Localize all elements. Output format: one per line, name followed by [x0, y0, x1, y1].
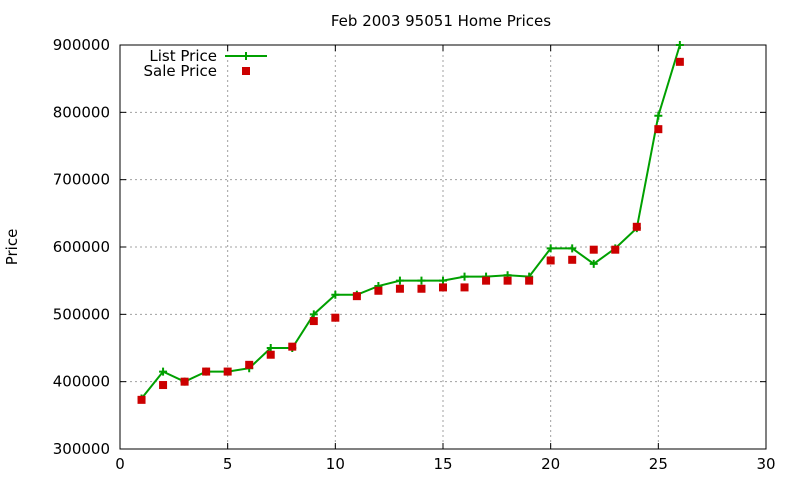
list-price-line: [140, 44, 681, 400]
list-price-point: [460, 272, 469, 281]
y-axis-label: Price: [3, 229, 21, 266]
sale-price-point: [654, 125, 663, 134]
sale-price-point: [589, 245, 598, 254]
sale-price-point: [503, 276, 512, 285]
y-tick-label: 900000: [53, 36, 110, 54]
sale-price-point: [202, 367, 211, 376]
y-tick-label: 300000: [53, 440, 110, 458]
legend-swatch-sale-price: [242, 67, 250, 75]
sale-price-point: [482, 276, 491, 285]
sale-price-point: [374, 286, 383, 295]
list-price-point: [546, 244, 555, 253]
sale-price-point: [137, 395, 146, 404]
list-price-point: [266, 344, 275, 352]
x-tick-label: 10: [326, 455, 345, 473]
chart-title: Feb 2003 95051 Home Prices: [331, 12, 551, 30]
list-price-point: [675, 41, 684, 49]
x-tick-label: 15: [433, 455, 452, 473]
sale-price-point: [417, 284, 426, 293]
list-price-point: [331, 290, 340, 299]
sale-price-point: [331, 313, 340, 322]
x-tick-label: 5: [223, 455, 233, 473]
list-price-point: [417, 276, 426, 285]
sale-price-point: [288, 342, 297, 351]
sale-price-point: [159, 381, 168, 390]
sale-price-point: [395, 284, 404, 293]
list-price-point: [395, 276, 404, 285]
list-price-point: [309, 310, 318, 319]
y-tick-label: 700000: [53, 171, 110, 189]
sale-price-point: [546, 256, 555, 265]
x-tick-label: 25: [649, 455, 668, 473]
sale-price-point: [525, 276, 534, 285]
x-tick-label: 0: [115, 455, 125, 473]
list-price-point: [589, 259, 598, 268]
sale-price-point: [245, 360, 254, 369]
tick-layer: 0 5 10 15 20 25 30 300000 400000 500000 600000 7000…: [53, 36, 776, 473]
y-tick-label: 500000: [53, 305, 110, 323]
sale-price-point: [675, 57, 684, 66]
y-tick-label: 400000: [53, 373, 110, 391]
sale-price-point: [439, 283, 447, 292]
grid-layer: [120, 45, 766, 449]
x-tick-label: 30: [756, 455, 775, 473]
legend-marker-list-price: [242, 52, 250, 60]
sale-price-point: [632, 222, 641, 231]
legend-label-sale-price: Sale Price: [144, 62, 217, 80]
sale-price-point: [309, 317, 318, 326]
y-tick-label: 800000: [53, 103, 110, 121]
y-tick-label: 600000: [53, 238, 110, 256]
sale-price-point: [180, 377, 189, 386]
series-layer: [137, 41, 684, 404]
series-list-price: [137, 41, 684, 403]
sale-price-point: [611, 245, 620, 254]
list-price-point: [654, 111, 663, 120]
sale-price-point: [266, 350, 275, 359]
list-price-point: [159, 367, 168, 376]
x-tick-label: 20: [541, 455, 560, 473]
legend-label-list-price: List Price: [149, 47, 217, 65]
sale-price-point: [352, 292, 361, 301]
list-price-point: [439, 276, 447, 285]
list-price-point: [568, 244, 577, 253]
sale-price-point: [223, 367, 232, 376]
sale-price-point: [568, 255, 577, 264]
series-sale-price: [137, 57, 684, 404]
sale-price-point: [460, 283, 469, 292]
